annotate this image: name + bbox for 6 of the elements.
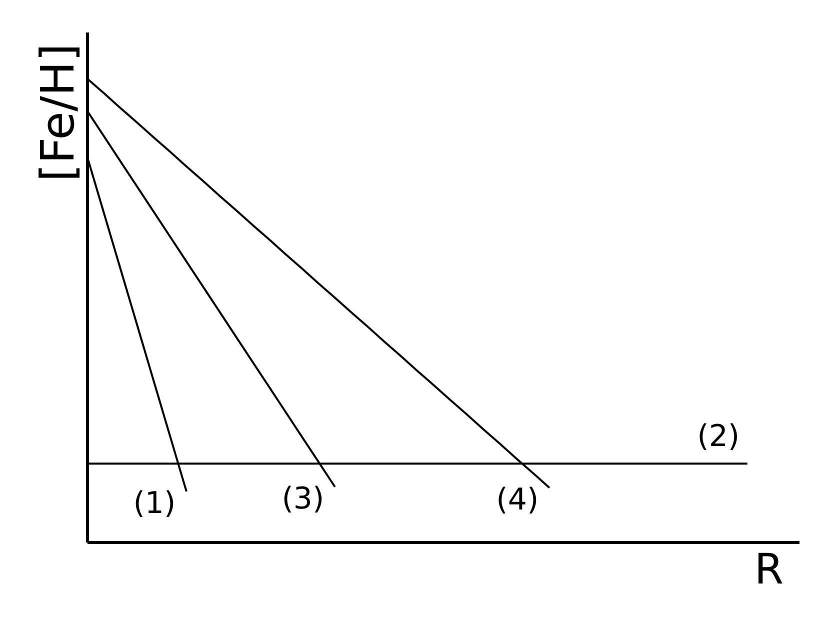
series-label: (1) bbox=[133, 486, 176, 521]
series-label: (2) bbox=[697, 419, 740, 454]
series-label: (4) bbox=[496, 482, 539, 518]
series-label: (3) bbox=[282, 481, 324, 516]
x-axis-title: R bbox=[754, 544, 784, 594]
y-axis-title: [Fe/H] bbox=[30, 43, 84, 182]
